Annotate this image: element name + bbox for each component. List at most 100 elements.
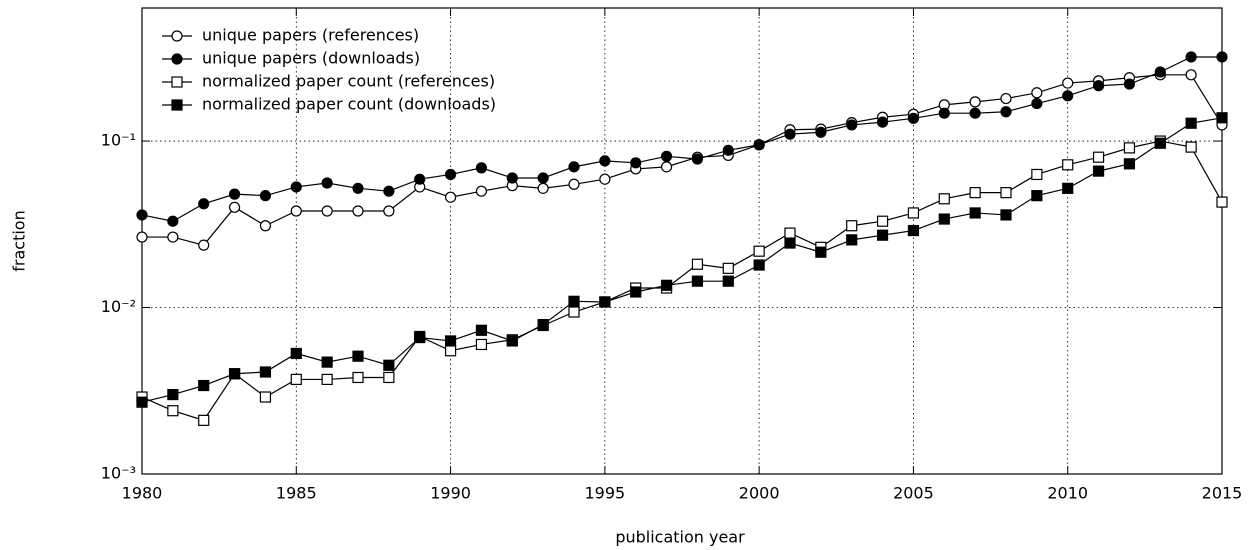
data-point bbox=[722, 144, 734, 156]
legend-label: unique papers (references) bbox=[202, 26, 419, 45]
data-point bbox=[352, 371, 364, 384]
data-point bbox=[444, 168, 457, 181]
data-point bbox=[568, 178, 580, 190]
data-point bbox=[753, 139, 765, 151]
data-point bbox=[630, 157, 642, 169]
data-point bbox=[784, 227, 796, 239]
data-point bbox=[167, 231, 179, 243]
data-point bbox=[1216, 196, 1228, 208]
data-point bbox=[290, 181, 302, 193]
legend-marker bbox=[171, 53, 183, 65]
data-point bbox=[1062, 77, 1074, 89]
legend-marker bbox=[171, 99, 183, 111]
data-point bbox=[228, 201, 241, 213]
data-point bbox=[475, 185, 488, 197]
data-point bbox=[876, 229, 889, 241]
x-tick-label: 2000 bbox=[739, 484, 780, 503]
data-point bbox=[660, 150, 673, 162]
data-point bbox=[1062, 90, 1074, 102]
data-point bbox=[352, 350, 364, 362]
x-axis-label: publication year bbox=[615, 528, 745, 547]
data-point bbox=[136, 396, 148, 408]
data-point bbox=[722, 275, 734, 287]
data-point bbox=[907, 224, 920, 237]
data-point bbox=[1216, 112, 1228, 124]
data-point bbox=[321, 205, 333, 217]
data-point bbox=[660, 161, 673, 173]
data-point bbox=[815, 126, 827, 138]
data-point bbox=[1216, 51, 1228, 63]
data-point bbox=[846, 119, 858, 131]
data-point bbox=[599, 296, 611, 308]
data-point bbox=[259, 190, 272, 202]
data-point bbox=[1031, 97, 1043, 110]
data-point bbox=[969, 187, 981, 199]
data-point bbox=[383, 185, 395, 197]
data-point bbox=[475, 324, 488, 336]
x-tick-label: 2015 bbox=[1202, 484, 1243, 503]
series-line bbox=[141, 117, 1223, 403]
data-point bbox=[414, 173, 426, 185]
data-point bbox=[444, 345, 457, 357]
data-point bbox=[691, 153, 704, 165]
data-point bbox=[290, 205, 302, 217]
data-point bbox=[259, 391, 272, 403]
data-point bbox=[1185, 141, 1197, 153]
data-point bbox=[259, 366, 272, 378]
data-point bbox=[1000, 187, 1012, 199]
data-point bbox=[846, 220, 858, 232]
data-point bbox=[290, 373, 302, 386]
data-point bbox=[444, 191, 457, 203]
data-point bbox=[938, 193, 950, 205]
data-point bbox=[475, 338, 488, 351]
x-tick-label: 1995 bbox=[584, 484, 625, 503]
data-point bbox=[1185, 51, 1197, 63]
data-point bbox=[1000, 209, 1012, 221]
data-point bbox=[599, 173, 611, 185]
data-point bbox=[198, 239, 210, 251]
data-point bbox=[414, 331, 426, 344]
data-point bbox=[475, 162, 488, 174]
legend-label: normalized paper count (references) bbox=[202, 72, 495, 91]
data-point bbox=[969, 107, 981, 119]
y-tick-label: 10⁻¹ bbox=[101, 131, 136, 150]
data-point bbox=[198, 198, 210, 210]
data-point bbox=[753, 245, 765, 257]
data-point bbox=[506, 172, 518, 184]
legend-label: normalized paper count (downloads) bbox=[202, 95, 496, 114]
data-point bbox=[660, 279, 673, 291]
data-point bbox=[321, 177, 333, 189]
data-point bbox=[876, 116, 889, 128]
data-point bbox=[167, 405, 179, 417]
data-point bbox=[630, 286, 642, 298]
data-point bbox=[784, 128, 796, 140]
data-point bbox=[969, 96, 981, 108]
data-point bbox=[167, 215, 179, 227]
x-tick-label: 1985 bbox=[276, 484, 317, 503]
data-point bbox=[1092, 80, 1105, 92]
x-tick-label: 2005 bbox=[893, 484, 934, 503]
data-point bbox=[321, 356, 333, 368]
data-point bbox=[167, 388, 179, 401]
data-point bbox=[352, 182, 364, 194]
series-line bbox=[141, 140, 1223, 422]
data-point bbox=[1123, 142, 1136, 154]
data-point bbox=[1185, 69, 1197, 81]
data-point bbox=[1062, 182, 1074, 194]
data-point bbox=[846, 234, 858, 246]
data-point bbox=[383, 359, 395, 371]
data-point bbox=[1092, 151, 1105, 163]
data-point bbox=[1154, 137, 1166, 149]
data-point bbox=[753, 259, 765, 271]
data-point bbox=[444, 335, 457, 347]
data-point bbox=[784, 237, 796, 249]
data-point bbox=[1092, 165, 1105, 177]
data-point bbox=[691, 275, 704, 287]
data-point bbox=[907, 112, 920, 124]
data-point bbox=[1031, 87, 1043, 99]
data-point bbox=[907, 207, 920, 219]
data-point bbox=[1185, 117, 1197, 129]
data-point bbox=[876, 215, 889, 227]
data-point bbox=[691, 258, 704, 270]
x-tick-label: 1990 bbox=[430, 484, 471, 503]
